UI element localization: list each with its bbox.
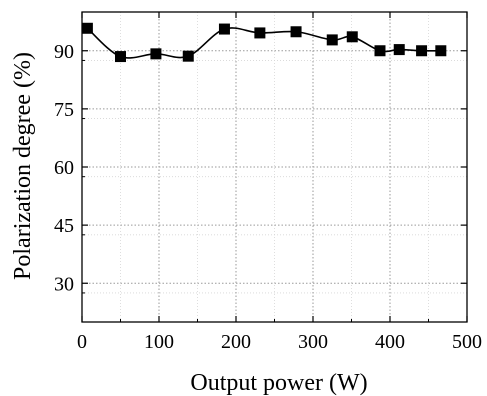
x-tick-label: 200: [221, 331, 251, 353]
data-point-marker: [374, 45, 386, 57]
data-point-marker: [81, 22, 93, 34]
data-point-marker: [182, 50, 194, 62]
data-point-marker: [254, 27, 266, 39]
data-point-marker: [435, 45, 447, 57]
x-axis-label: Output power (W): [190, 370, 367, 396]
x-tick-label: 300: [298, 331, 328, 353]
y-axis-label: Polarization degree (%): [10, 52, 36, 280]
data-point-marker: [218, 23, 230, 35]
x-tick-label: 0: [77, 331, 87, 353]
x-tick-label: 400: [375, 331, 405, 353]
data-point-marker: [115, 51, 126, 63]
data-point-marker: [326, 34, 338, 46]
data-point-marker: [150, 48, 162, 60]
data-point-marker: [393, 44, 405, 56]
data-point-marker: [290, 26, 302, 38]
y-tick-label: 30: [54, 273, 74, 295]
x-tick-label: 500: [452, 331, 482, 353]
data-point-marker: [416, 45, 428, 57]
x-tick-label: 100: [144, 331, 174, 353]
data-point-marker: [346, 31, 358, 43]
markers-group: [81, 22, 447, 63]
y-tick-label: 60: [54, 157, 74, 179]
x-ticks: 0 100 200 300 400 500: [77, 12, 482, 353]
y-tick-label: 90: [54, 41, 74, 63]
y-tick-label: 75: [54, 99, 74, 121]
y-ticks: 30 45 60 75 90: [54, 41, 467, 295]
y-tick-label: 45: [54, 215, 74, 237]
grid: [82, 12, 467, 322]
